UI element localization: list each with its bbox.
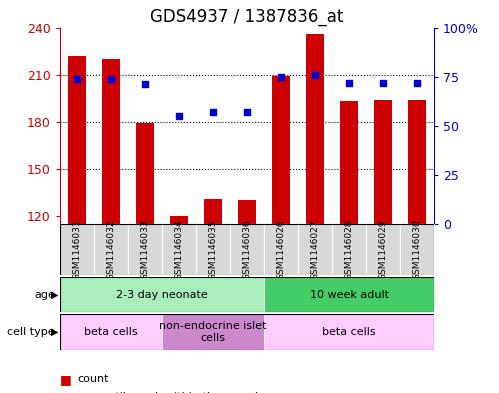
Bar bbox=[196, 224, 230, 275]
Text: count: count bbox=[77, 374, 109, 384]
Bar bbox=[374, 100, 392, 224]
Bar bbox=[332, 224, 366, 275]
Point bbox=[141, 81, 149, 88]
Point bbox=[277, 73, 285, 80]
Bar bbox=[400, 224, 434, 275]
Text: GSM1146030: GSM1146030 bbox=[413, 219, 422, 280]
Bar bbox=[60, 314, 162, 350]
Text: GSM1146029: GSM1146029 bbox=[379, 219, 388, 280]
Bar bbox=[136, 123, 154, 224]
Bar bbox=[298, 224, 332, 275]
Bar bbox=[264, 277, 434, 312]
Text: ▶: ▶ bbox=[51, 327, 59, 337]
Point bbox=[175, 113, 183, 119]
Bar bbox=[271, 76, 290, 224]
Text: percentile rank within the sample: percentile rank within the sample bbox=[77, 392, 265, 393]
Text: GSM1146028: GSM1146028 bbox=[345, 219, 354, 280]
Text: GSM1146026: GSM1146026 bbox=[276, 219, 285, 280]
Bar bbox=[162, 314, 264, 350]
Bar bbox=[162, 224, 196, 275]
Text: non-endocrine islet
cells: non-endocrine islet cells bbox=[159, 321, 267, 343]
Text: GSM1146027: GSM1146027 bbox=[310, 219, 319, 280]
Bar bbox=[170, 216, 188, 224]
Text: ■: ■ bbox=[60, 373, 72, 386]
Text: beta cells: beta cells bbox=[322, 327, 376, 337]
Bar bbox=[264, 314, 434, 350]
Bar bbox=[102, 59, 120, 224]
Text: ▶: ▶ bbox=[51, 290, 59, 300]
Text: 2-3 day neonate: 2-3 day neonate bbox=[116, 290, 208, 300]
Text: GSM1146034: GSM1146034 bbox=[175, 219, 184, 280]
Bar bbox=[60, 224, 94, 275]
Point bbox=[209, 109, 217, 115]
Text: beta cells: beta cells bbox=[84, 327, 138, 337]
Point bbox=[413, 79, 421, 86]
Point bbox=[311, 72, 319, 78]
Bar bbox=[264, 224, 298, 275]
Bar bbox=[67, 56, 86, 224]
Bar bbox=[340, 101, 358, 224]
Bar bbox=[366, 224, 400, 275]
Bar bbox=[94, 224, 128, 275]
Text: GSM1146031: GSM1146031 bbox=[72, 219, 81, 280]
Point bbox=[73, 75, 81, 82]
Text: GSM1146036: GSM1146036 bbox=[243, 219, 251, 280]
Text: GSM1146035: GSM1146035 bbox=[209, 219, 218, 280]
Text: cell type: cell type bbox=[7, 327, 55, 337]
Bar bbox=[60, 277, 264, 312]
Bar bbox=[204, 199, 223, 224]
Text: ■: ■ bbox=[60, 390, 72, 393]
Text: 10 week adult: 10 week adult bbox=[309, 290, 389, 300]
Bar bbox=[408, 100, 427, 224]
Point bbox=[243, 109, 251, 115]
Point bbox=[379, 79, 387, 86]
Title: GDS4937 / 1387836_at: GDS4937 / 1387836_at bbox=[150, 8, 344, 26]
Bar bbox=[306, 34, 324, 224]
Bar bbox=[230, 224, 264, 275]
Bar bbox=[128, 224, 162, 275]
Point bbox=[345, 79, 353, 86]
Text: age: age bbox=[34, 290, 55, 300]
Text: GSM1146032: GSM1146032 bbox=[106, 219, 115, 280]
Bar bbox=[238, 200, 256, 224]
Point bbox=[107, 75, 115, 82]
Text: GSM1146033: GSM1146033 bbox=[140, 219, 149, 280]
